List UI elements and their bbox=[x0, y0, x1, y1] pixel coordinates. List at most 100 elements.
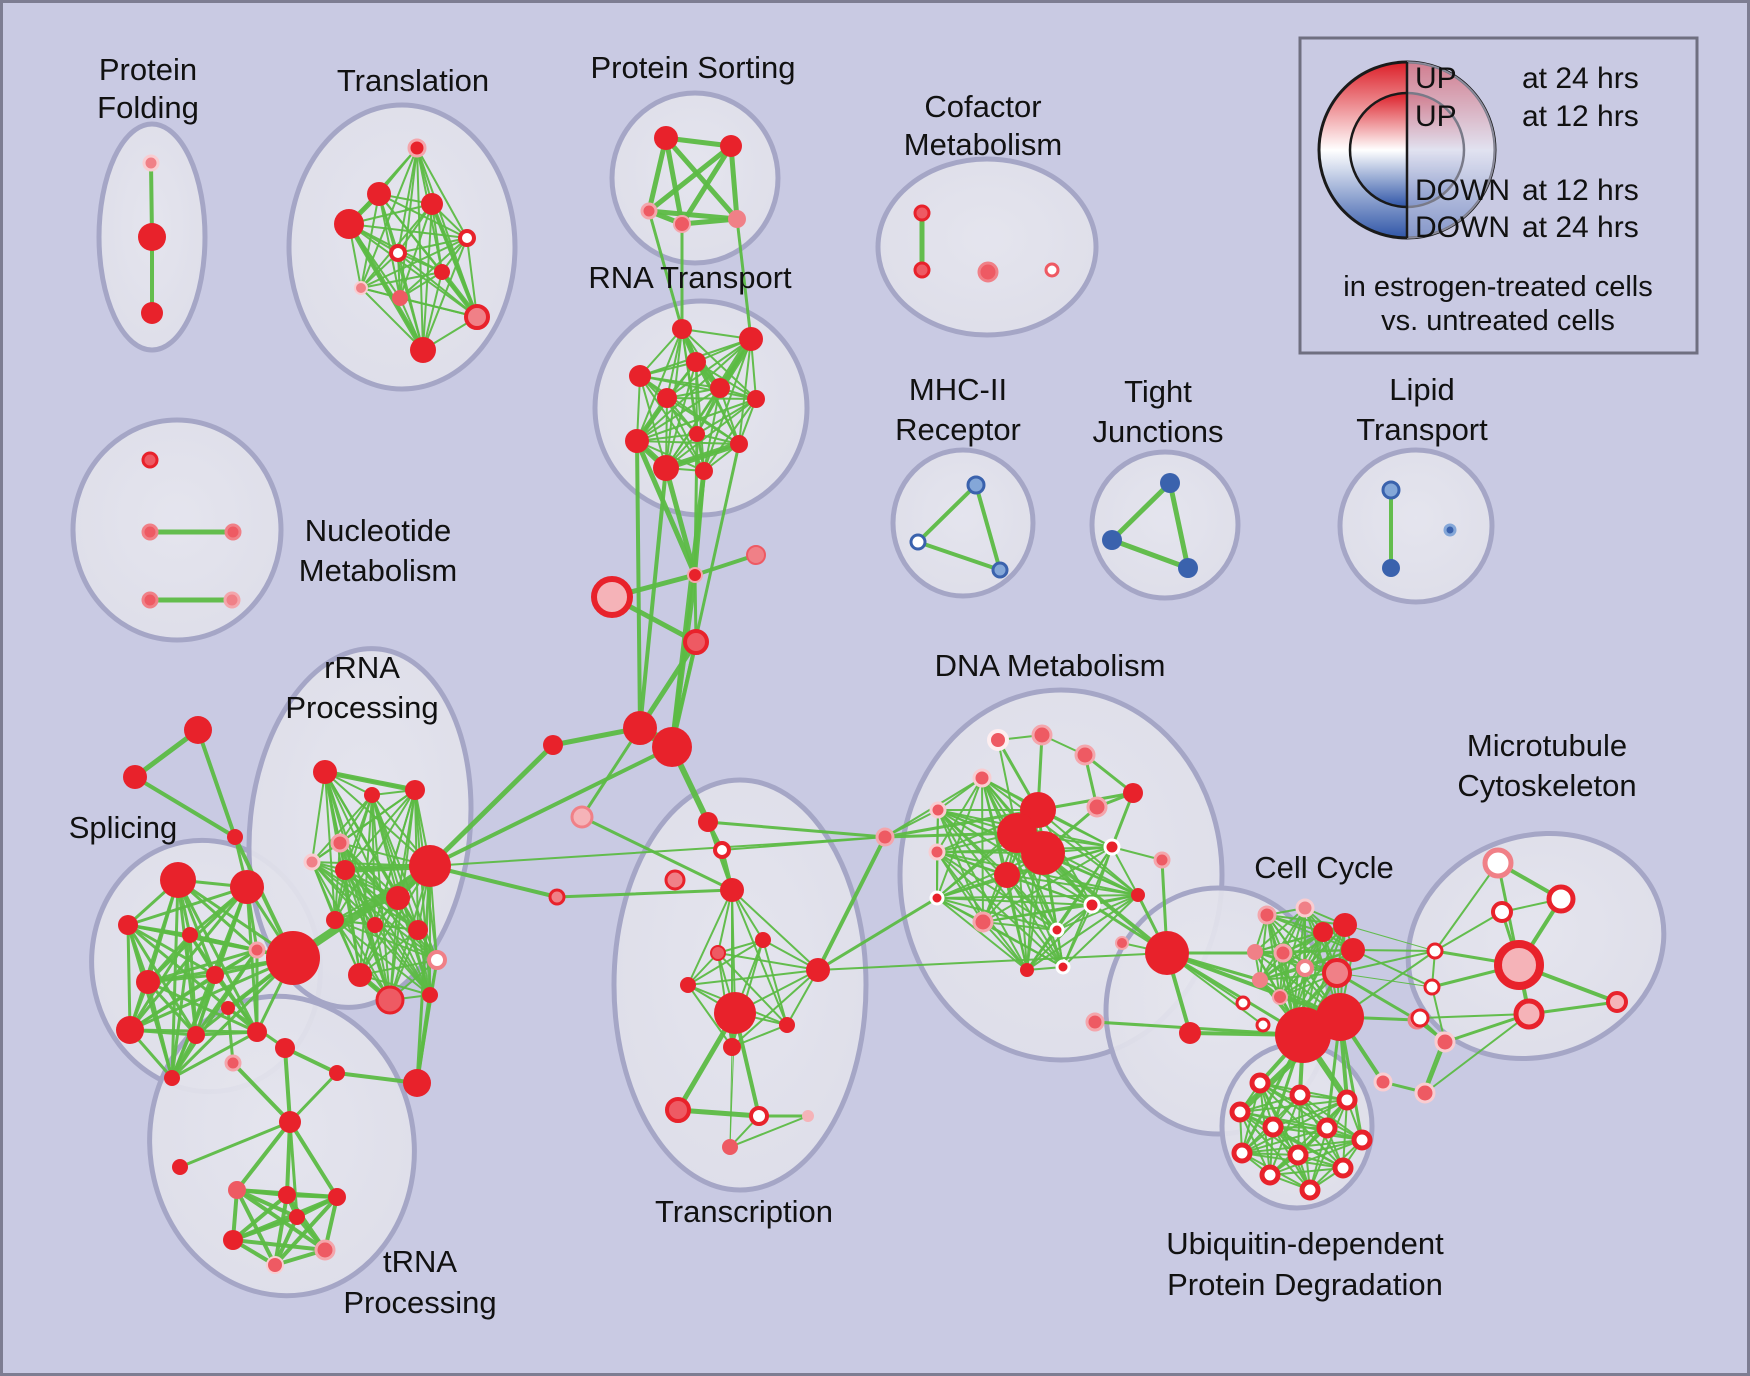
network-node bbox=[160, 862, 196, 898]
network-node bbox=[1322, 958, 1352, 988]
network-edge-ubiquitin bbox=[1269, 1099, 1348, 1176]
cluster-label-line: Nucleotide bbox=[305, 513, 451, 548]
network-edge bbox=[1336, 950, 1436, 974]
legend-direction-3: DOWN bbox=[1415, 211, 1510, 244]
cluster-ellipse-cofactor-metabolism bbox=[875, 156, 1099, 338]
network-node bbox=[1482, 847, 1514, 879]
network-edge bbox=[816, 835, 887, 972]
network-node bbox=[164, 1070, 180, 1086]
network-edge-trna-processing bbox=[273, 1195, 339, 1267]
network-node bbox=[389, 244, 407, 262]
network-edge-translation bbox=[360, 271, 443, 289]
network-edge-dna-metabolism bbox=[1026, 929, 1058, 971]
network-node bbox=[913, 261, 931, 279]
legend-faded-outline bbox=[1406, 61, 1496, 239]
network-node bbox=[1351, 1129, 1373, 1151]
network-node bbox=[141, 302, 163, 324]
cluster-label-mhc-ii-receptor: MHC-II Receptor bbox=[895, 372, 1021, 447]
network-edge-dna-metabolism bbox=[1111, 846, 1139, 896]
legend-direction-1: UP bbox=[1415, 100, 1457, 133]
network-edge-dna-metabolism bbox=[982, 921, 1028, 971]
network-edge bbox=[729, 1012, 736, 1148]
network-edge-splicing bbox=[128, 933, 192, 1032]
network-edge-transcription bbox=[687, 984, 733, 1048]
network-edge bbox=[178, 1120, 292, 1169]
network-edge-ubiquitin bbox=[1269, 1167, 1344, 1176]
network-edge-protein-sorting bbox=[679, 216, 740, 227]
network-edge-rna-transport bbox=[703, 398, 757, 472]
cluster-label-line: Cofactor bbox=[924, 89, 1041, 124]
legend-direction-2: DOWN bbox=[1415, 174, 1510, 207]
cluster-label-line: Microtubule bbox=[1467, 728, 1627, 763]
network-edge-splicing bbox=[146, 948, 259, 984]
network-edge-splicing bbox=[128, 973, 217, 1032]
network-edge-ubiquitin bbox=[1299, 1094, 1311, 1191]
network-edge-trna-processing bbox=[235, 1188, 299, 1219]
network-node bbox=[972, 911, 994, 933]
network-node bbox=[1085, 1012, 1105, 1032]
network-edge-translation bbox=[397, 147, 418, 254]
legend-time-0: at 24 hrs bbox=[1522, 62, 1639, 95]
network-node bbox=[755, 932, 771, 948]
network-edge bbox=[415, 864, 432, 1085]
network-edge bbox=[235, 1120, 292, 1192]
network-edge-transcription bbox=[762, 939, 788, 1026]
network-node bbox=[1296, 959, 1314, 977]
network-node bbox=[913, 204, 931, 222]
network-edge-protein-sorting bbox=[663, 135, 685, 227]
cluster-label-translation: Translation bbox=[337, 63, 489, 98]
network-edge-rna-transport bbox=[636, 328, 683, 442]
network-node bbox=[138, 223, 166, 251]
network-edge-rrna-processing bbox=[339, 794, 373, 844]
network-node bbox=[1434, 1031, 1456, 1053]
cluster-label-trna-processing: tRNA Processing bbox=[343, 1244, 496, 1320]
network-node bbox=[375, 985, 405, 1015]
network-edge bbox=[1352, 949, 1436, 952]
cluster-label-line: Receptor bbox=[895, 412, 1021, 447]
network-edge-translation bbox=[399, 271, 443, 299]
network-node bbox=[303, 853, 321, 871]
network-edge-splicing bbox=[170, 956, 295, 1080]
network-edge-transcription bbox=[731, 969, 819, 1048]
legend-box bbox=[1298, 36, 1699, 355]
network-edge bbox=[289, 862, 434, 962]
network-node bbox=[1491, 901, 1513, 923]
network-node bbox=[687, 567, 703, 583]
network-node bbox=[1546, 884, 1576, 914]
network-node bbox=[1115, 936, 1129, 950]
network-edge-translation bbox=[416, 147, 468, 239]
network-node bbox=[929, 890, 945, 906]
network-edge bbox=[637, 639, 699, 731]
network-node bbox=[367, 182, 391, 206]
network-node bbox=[172, 1159, 188, 1175]
network-edge bbox=[580, 815, 734, 892]
cluster-label-line: Lipid bbox=[1389, 372, 1455, 407]
network-edge-translation bbox=[348, 223, 468, 239]
network-edge bbox=[669, 572, 698, 750]
network-node bbox=[266, 931, 320, 985]
network-node bbox=[710, 945, 726, 961]
network-edge-trna-processing bbox=[231, 1238, 327, 1252]
network-node bbox=[1074, 744, 1096, 766]
network-node bbox=[1382, 559, 1400, 577]
network-edge bbox=[729, 1115, 809, 1148]
network-node bbox=[410, 337, 436, 363]
network-node bbox=[1272, 989, 1288, 1005]
cluster-label-line: Protein bbox=[99, 52, 197, 87]
network-edge-rna-transport bbox=[665, 398, 757, 469]
network-edge bbox=[817, 952, 1168, 971]
cluster-label-ubiquitin-dependent-protein-degradation: Ubiquitin-dependent Protein Degradation bbox=[1166, 1226, 1444, 1302]
network-node bbox=[652, 727, 692, 767]
network-edge-transcription bbox=[717, 952, 788, 1026]
network-edge-rna-transport bbox=[636, 387, 721, 442]
network-edge-translation bbox=[360, 193, 380, 289]
network-node bbox=[1083, 896, 1101, 914]
network-node bbox=[1145, 931, 1189, 975]
cluster-ellipse-trna-processing bbox=[147, 993, 417, 1299]
network-edge-ubiquitin bbox=[1241, 1127, 1328, 1154]
network-node bbox=[224, 523, 242, 541]
network-edge bbox=[1109, 537, 1191, 571]
network-node bbox=[1414, 1082, 1436, 1104]
network-node bbox=[328, 1188, 346, 1206]
